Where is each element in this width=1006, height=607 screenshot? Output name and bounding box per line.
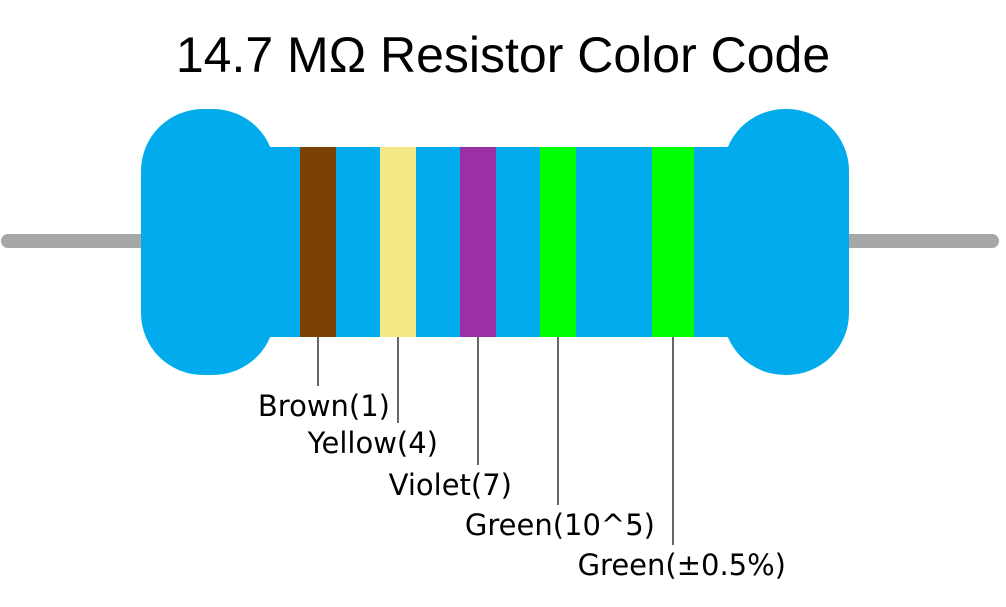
band-label-5: Green(±0.5%) [578,548,786,582]
color-band-3 [460,147,496,337]
resistor-end-cap-right [723,109,849,375]
resistor-body [141,109,849,375]
band-label-4: Green(10^5) [465,508,655,542]
color-band-5 [652,147,694,337]
band-label-1: Brown(1) [258,389,390,423]
resistor-end-cap-left [141,109,275,375]
band-label-2: Yellow(4) [307,426,438,460]
page-title: 14.7 MΩ Resistor Color Code [175,27,831,83]
leader-lines [317,337,674,545]
color-band-4 [540,147,576,337]
band-label-3: Violet(7) [389,468,512,502]
color-band-1 [300,147,336,337]
color-bands [300,147,694,337]
color-band-2 [380,147,416,337]
band-labels: Brown(1)Yellow(4) Violet(7) Green(10^5) Gre… [258,389,786,582]
